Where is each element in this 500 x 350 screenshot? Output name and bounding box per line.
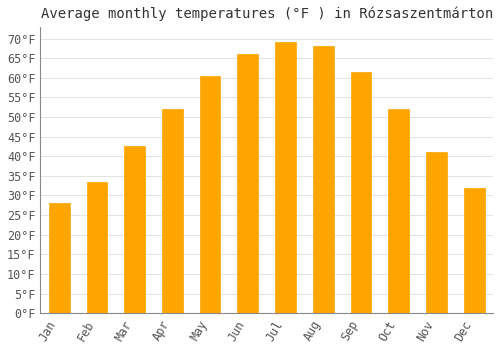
- Bar: [388, 109, 409, 313]
- Bar: [49, 203, 70, 313]
- Title: Average monthly temperatures (°F ) in Rózsaszentmárton: Average monthly temperatures (°F ) in Ró…: [40, 7, 493, 21]
- Bar: [464, 188, 484, 313]
- Bar: [86, 182, 108, 313]
- Bar: [350, 72, 372, 313]
- Bar: [124, 146, 145, 313]
- Bar: [313, 47, 334, 313]
- Bar: [275, 42, 296, 313]
- Bar: [162, 109, 182, 313]
- Bar: [426, 152, 447, 313]
- Bar: [238, 54, 258, 313]
- Bar: [200, 76, 220, 313]
